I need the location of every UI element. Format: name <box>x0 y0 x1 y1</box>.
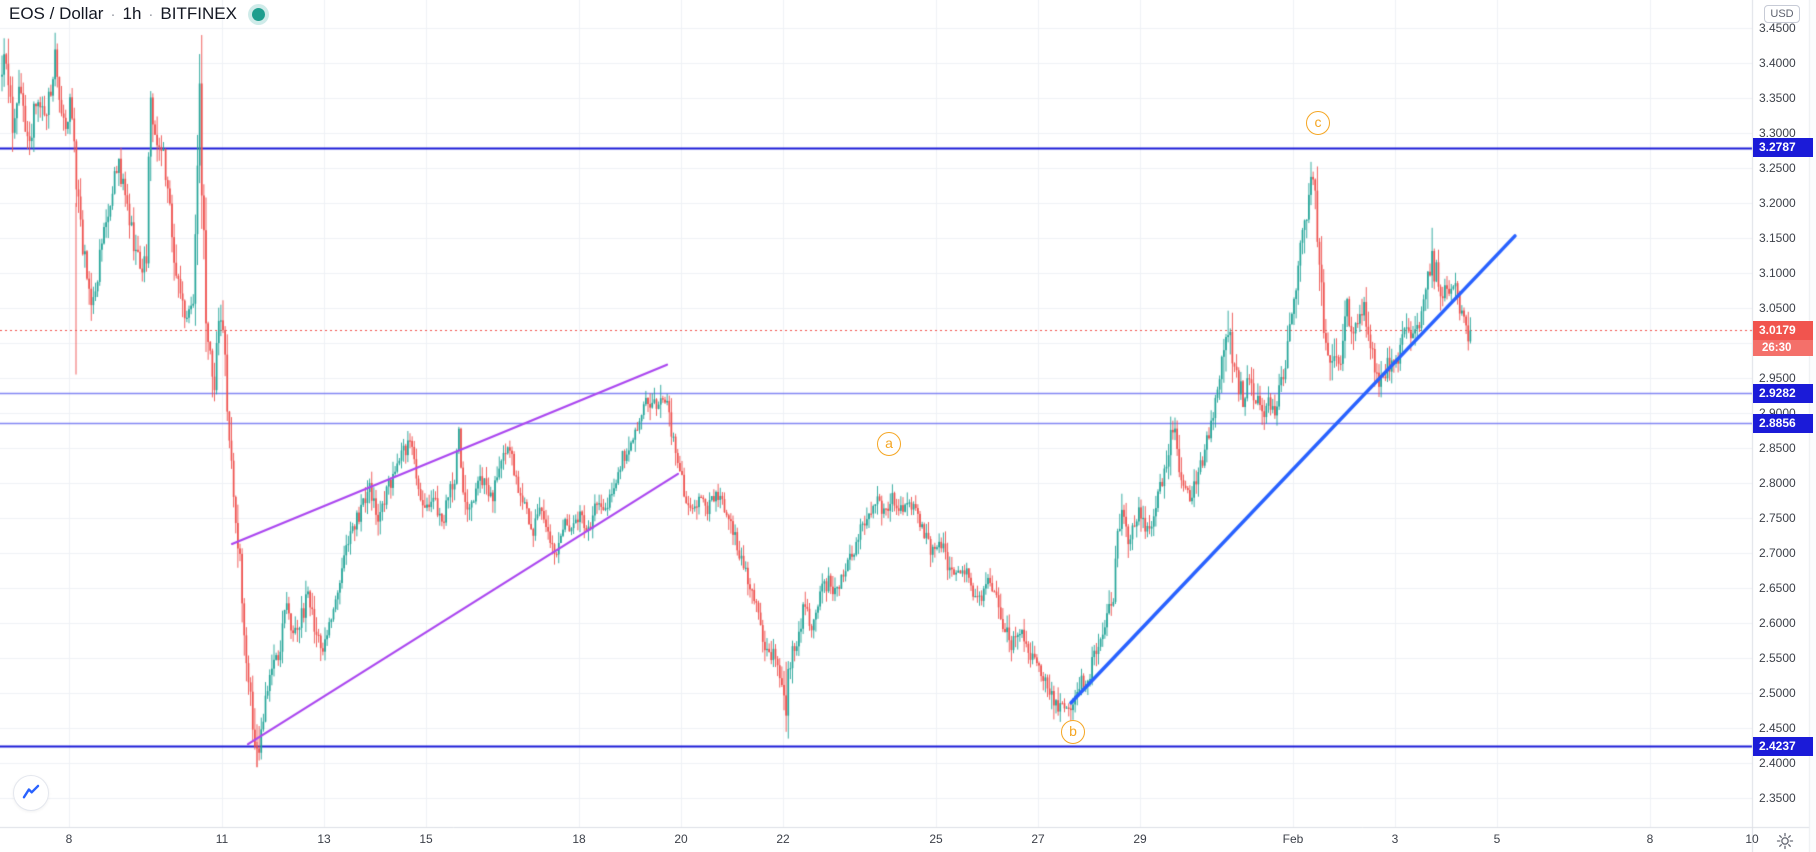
price-tick-label: 2.6500 <box>1759 581 1796 595</box>
time-tick-label-29: 29 <box>1133 832 1147 846</box>
price-tick-label: 3.0500 <box>1759 301 1796 315</box>
price-tick-label: 2.4000 <box>1759 756 1796 770</box>
level-label-mid1: 2.9282 <box>1753 383 1813 403</box>
time-tick-label-15: 15 <box>419 832 433 846</box>
time-tick-label-27: 27 <box>1031 832 1045 846</box>
level-label-upper: 3.2787 <box>1753 138 1813 158</box>
level-label-lower: 2.4237 <box>1753 736 1813 756</box>
price-tick-label: 3.1000 <box>1759 266 1796 280</box>
wave-marker-b[interactable]: b <box>1061 720 1085 745</box>
price-tick-label: 2.8000 <box>1759 476 1796 490</box>
price-tick-label: 2.6000 <box>1759 616 1796 630</box>
price-tick-label: 3.2000 <box>1759 196 1796 210</box>
time-tick-label-10: 10 <box>1745 832 1759 846</box>
price-tick-label: 2.4500 <box>1759 721 1796 735</box>
time-tick-label-20: 20 <box>674 832 688 846</box>
time-tick-label-8: 8 <box>1646 832 1654 846</box>
time-tick-label-3: 3 <box>1391 832 1399 846</box>
title-separator: · <box>148 5 154 23</box>
interval-label: 1h <box>122 4 142 23</box>
symbol-title[interactable]: EOS / Dollar · 1h · BITFINEX <box>9 4 265 24</box>
time-tick-label-8: 8 <box>65 832 73 846</box>
price-tick-label: 2.7500 <box>1759 511 1796 525</box>
exchange-label: BITFINEX <box>160 4 237 23</box>
title-separator: · <box>110 5 116 23</box>
chart-logo-icon <box>22 784 40 799</box>
bar-countdown-label: 26:30 <box>1753 340 1813 357</box>
time-tick-label-18: 18 <box>572 832 586 846</box>
price-tick-label: 2.8500 <box>1759 441 1796 455</box>
time-tick-label-22: 22 <box>776 832 790 846</box>
tradingview-logo-button[interactable] <box>13 775 49 811</box>
price-tick-label: 2.7000 <box>1759 546 1796 560</box>
wave-marker-a[interactable]: a <box>877 431 901 456</box>
price-tick-label: 3.3500 <box>1759 91 1796 105</box>
level-label-mid2: 2.8856 <box>1753 413 1813 433</box>
time-tick-label-11: 11 <box>215 832 229 846</box>
price-tick-label: 2.5500 <box>1759 651 1796 665</box>
symbol-name: EOS / Dollar <box>9 4 104 23</box>
price-tick-label: 3.1500 <box>1759 231 1796 245</box>
price-tick-label: 2.5000 <box>1759 686 1796 700</box>
axis-settings-gear-icon[interactable] <box>1776 832 1794 850</box>
price-tick-label: 2.9500 <box>1759 371 1796 385</box>
data-status-dot-icon <box>251 7 265 21</box>
price-tick-label: 2.3500 <box>1759 791 1796 805</box>
wave-marker-c[interactable]: c <box>1306 111 1330 136</box>
price-tick-label: 3.4000 <box>1759 56 1796 70</box>
time-tick-label-Feb: Feb <box>1282 832 1304 846</box>
price-tick-label: 3.4500 <box>1759 21 1796 35</box>
time-tick-label-5: 5 <box>1493 832 1501 846</box>
price-tick-label: 3.2500 <box>1759 161 1796 175</box>
time-tick-label-25: 25 <box>929 832 943 846</box>
currency-toggle-button[interactable]: USD <box>1764 5 1800 23</box>
time-tick-label-13: 13 <box>317 832 331 846</box>
price-tick-label: 3.3000 <box>1759 126 1796 140</box>
current-price-label: 3.0179 <box>1753 320 1813 340</box>
